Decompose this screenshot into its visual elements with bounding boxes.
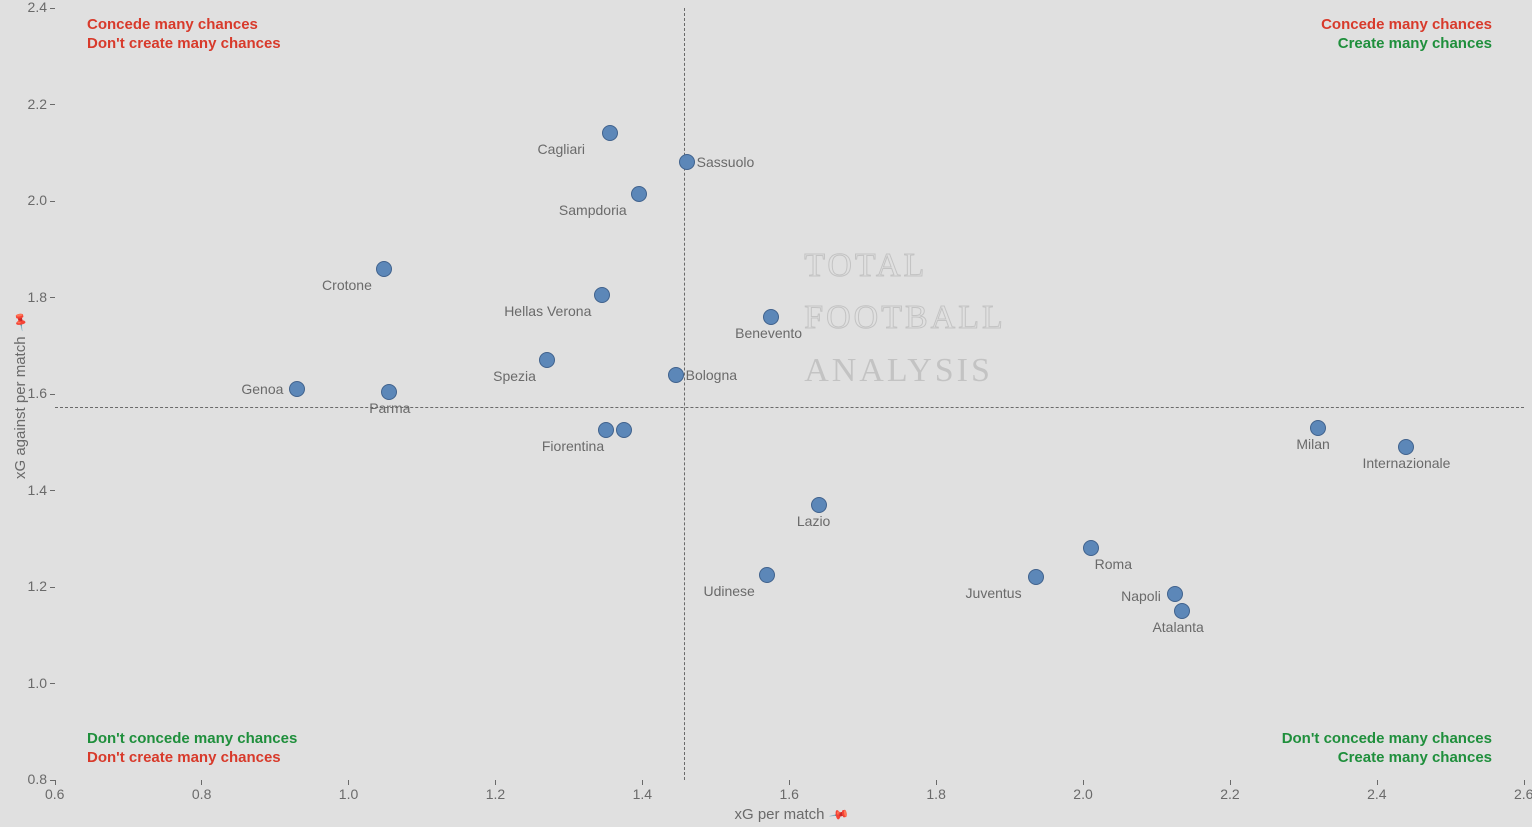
data-point xyxy=(1167,586,1183,602)
data-point xyxy=(376,261,392,277)
pin-icon: 📌 xyxy=(828,804,850,826)
x-tick xyxy=(1230,780,1231,785)
pin-icon: 📌 xyxy=(10,311,32,333)
data-point xyxy=(679,154,695,170)
data-point-label: Internazionale xyxy=(1362,455,1450,471)
x-tick-label: 2.2 xyxy=(1220,786,1239,802)
quadrant-label-top_left: Concede many chancesDon't create many ch… xyxy=(87,16,281,54)
y-tick-label: 1.2 xyxy=(28,578,47,594)
y-tick-label: 2.4 xyxy=(28,0,47,15)
data-point xyxy=(381,384,397,400)
x-tick-label: 0.6 xyxy=(45,786,64,802)
y-tick-label: 2.0 xyxy=(28,192,47,208)
x-tick xyxy=(348,780,349,785)
x-tick-label: 2.0 xyxy=(1073,786,1092,802)
data-point xyxy=(616,422,632,438)
y-tick-label: 2.2 xyxy=(28,96,47,112)
y-tick xyxy=(50,104,55,105)
x-tick xyxy=(642,780,643,785)
x-tick xyxy=(789,780,790,785)
y-tick xyxy=(50,201,55,202)
x-axis-label: xG per match 📌 xyxy=(735,806,847,823)
data-point-label: Sampdoria xyxy=(559,202,627,218)
data-point-label: Sassuolo xyxy=(697,154,755,170)
data-point-label: Genoa xyxy=(241,381,283,397)
quadrant-label-bottom_left: Don't concede many chancesDon't create m… xyxy=(87,730,297,768)
data-point-label: Spezia xyxy=(493,368,536,384)
data-point xyxy=(631,186,647,202)
y-tick xyxy=(50,490,55,491)
data-point xyxy=(1083,540,1099,556)
x-tick-label: 2.4 xyxy=(1367,786,1386,802)
x-tick xyxy=(201,780,202,785)
data-point xyxy=(1310,420,1326,436)
data-point-label: Hellas Verona xyxy=(504,303,591,319)
data-point-label: Fiorentina xyxy=(542,438,604,454)
data-point xyxy=(759,567,775,583)
data-point-label: Atalanta xyxy=(1152,619,1203,635)
quadrant-label-bottom_right: Don't concede many chancesCreate many ch… xyxy=(1282,730,1492,768)
y-tick xyxy=(50,683,55,684)
data-point xyxy=(668,367,684,383)
xg-scatter-chart: TOTALFOOTBALLANALYSIS0.60.81.01.21.41.61… xyxy=(0,0,1532,827)
x-tick xyxy=(55,780,56,785)
data-point-label: Juventus xyxy=(966,585,1022,601)
data-point xyxy=(763,309,779,325)
x-tick xyxy=(936,780,937,785)
data-point-label: Napoli xyxy=(1121,588,1161,604)
x-tick-label: 1.8 xyxy=(926,786,945,802)
quadrant-label-top_right: Concede many chancesCreate many chances xyxy=(1321,16,1492,54)
y-tick xyxy=(50,8,55,9)
x-tick-label: 1.2 xyxy=(486,786,505,802)
data-point xyxy=(1398,439,1414,455)
data-point-label: Crotone xyxy=(322,277,372,293)
data-point xyxy=(602,125,618,141)
data-point xyxy=(289,381,305,397)
data-point xyxy=(539,352,555,368)
x-tick-label: 1.4 xyxy=(633,786,652,802)
data-point-label: Roma xyxy=(1095,556,1132,572)
y-tick xyxy=(50,394,55,395)
data-point xyxy=(598,422,614,438)
y-axis-label: xG against per match 📌 xyxy=(12,314,29,479)
x-tick-label: 1.0 xyxy=(339,786,358,802)
x-tick xyxy=(1377,780,1378,785)
x-tick xyxy=(1083,780,1084,785)
data-point-label: Cagliari xyxy=(538,141,585,157)
data-point xyxy=(1174,603,1190,619)
y-tick-label: 0.8 xyxy=(28,771,47,787)
x-tick-label: 2.6 xyxy=(1514,786,1532,802)
y-tick-label: 1.0 xyxy=(28,675,47,691)
data-point-label: Lazio xyxy=(797,513,830,529)
y-tick-label: 1.4 xyxy=(28,482,47,498)
ref-line-horizontal xyxy=(55,407,1524,408)
data-point-label: Benevento xyxy=(735,325,802,341)
data-point-label: Milan xyxy=(1296,436,1329,452)
data-point-label: Bologna xyxy=(686,367,737,383)
y-tick xyxy=(50,780,55,781)
data-point-label: Parma xyxy=(369,400,410,416)
data-point-label: Udinese xyxy=(703,583,754,599)
y-tick xyxy=(50,587,55,588)
data-point xyxy=(594,287,610,303)
y-tick xyxy=(50,297,55,298)
y-tick-label: 1.8 xyxy=(28,289,47,305)
x-tick xyxy=(1524,780,1525,785)
y-tick-label: 1.6 xyxy=(28,385,47,401)
x-tick xyxy=(495,780,496,785)
data-point xyxy=(811,497,827,513)
data-point xyxy=(1028,569,1044,585)
ref-line-vertical xyxy=(684,8,685,780)
x-tick-label: 0.8 xyxy=(192,786,211,802)
x-tick-label: 1.6 xyxy=(780,786,799,802)
